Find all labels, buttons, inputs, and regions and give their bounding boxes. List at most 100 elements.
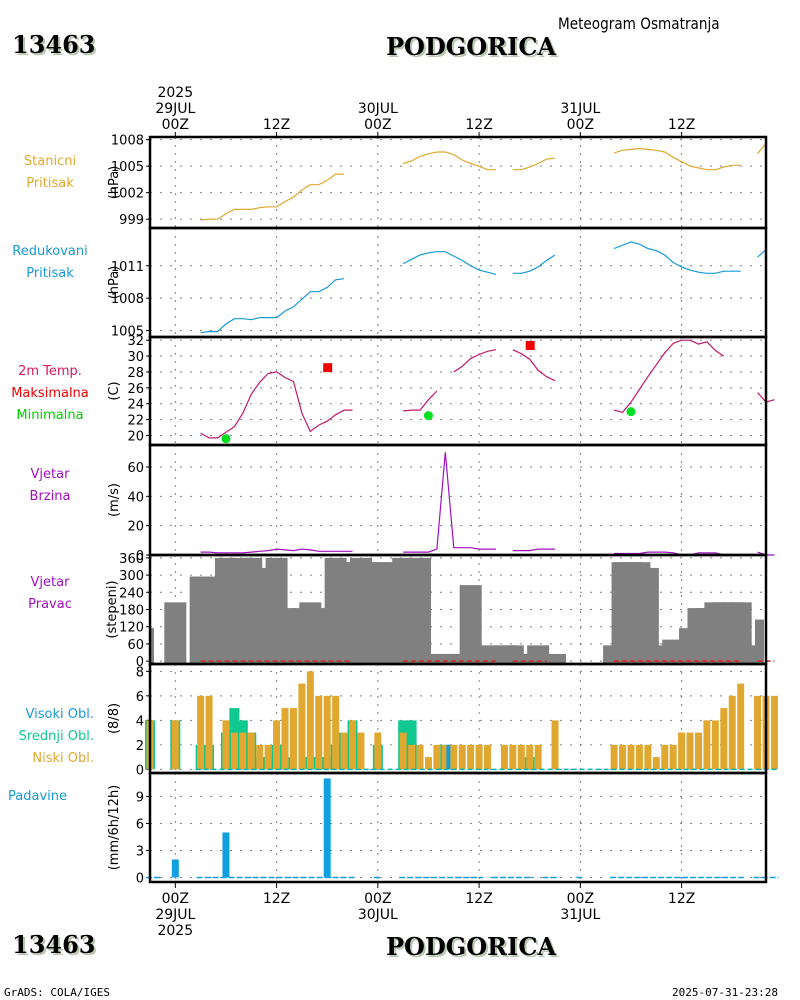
panel-frame	[148, 335, 768, 447]
time-label-bottom: 30JUL	[358, 907, 398, 923]
panel-frame	[148, 771, 768, 884]
panel-title-line: Vjetar	[31, 467, 71, 482]
low-cloud-bar	[686, 732, 694, 770]
time-label-top: 00Z	[567, 117, 594, 133]
time-label-top: 00Z	[364, 117, 391, 133]
y-axis-unit-label: (hPa)	[107, 266, 122, 300]
low-cloud-bar	[551, 720, 559, 770]
low-cloud-bar	[323, 695, 331, 770]
y-axis-unit-label: (hPa)	[107, 166, 122, 200]
y-tick-label: 1005	[111, 160, 144, 175]
wind-direction-bar	[544, 653, 567, 664]
y-axis-unit-label: (m/s)	[107, 483, 122, 517]
series-line-temperature	[453, 349, 497, 373]
low-cloud-bar	[635, 744, 643, 770]
station-name-top: PODGORICA	[386, 32, 557, 61]
panel-title-line: Minimalna	[16, 408, 83, 423]
y-tick-label: 20	[127, 520, 144, 535]
low-cloud-bar	[315, 695, 323, 770]
low-cloud-bar	[273, 720, 281, 770]
series-line-wind_speed	[403, 452, 496, 553]
station-id-top: 13463	[12, 30, 96, 59]
min-temp-marker	[626, 407, 636, 417]
y-tick-label: 2	[136, 739, 144, 754]
low-cloud-bar	[500, 744, 508, 770]
y-tick-label: 0	[136, 871, 144, 886]
low-cloud-bar	[239, 732, 247, 770]
y-tick-label: 60	[127, 461, 144, 476]
low-cloud-bar	[534, 744, 542, 770]
low-cloud-bar	[728, 695, 736, 770]
panel-title-line: Padavine	[8, 789, 67, 804]
y-axis-unit-label: (mm/6h/12h)	[107, 785, 122, 871]
wind-direction-bar	[755, 619, 764, 664]
station-id-bottom: 13463	[12, 930, 96, 959]
panel-title-line: 2m Temp.	[18, 364, 82, 379]
low-cloud-bar	[289, 708, 297, 770]
low-cloud-bar	[619, 744, 627, 770]
y-tick-label: 1005	[111, 325, 144, 340]
y-tick-label: 28	[127, 366, 144, 381]
low-cloud-bar	[652, 757, 660, 770]
wind-direction-bar	[214, 557, 237, 664]
max-temp-marker	[525, 340, 535, 350]
max-temp-marker	[323, 363, 333, 373]
panel-title-line: Redukovani	[12, 244, 87, 259]
low-cloud-bar	[357, 732, 365, 770]
panel-clouds: 0 2 4 6 8 (8/8) Visoki Obl. Srednji Obl. Niski O…	[19, 662, 780, 778]
series-line-temperature	[512, 349, 556, 382]
series-line-station_pressure	[403, 151, 496, 171]
low-cloud-bar	[264, 744, 272, 770]
y-tick-label: 9	[136, 790, 144, 805]
wind-direction-bar	[417, 653, 440, 664]
series-line-wind_speed	[512, 548, 555, 552]
wind-direction-bar	[763, 645, 764, 664]
low-cloud-bar	[306, 671, 314, 770]
low-cloud-bar	[694, 732, 702, 770]
low-cloud-bar	[416, 744, 424, 770]
series-line-station_pressure	[757, 142, 767, 155]
y-tick-label: 360	[119, 552, 144, 567]
low-cloud-bar	[424, 757, 432, 770]
y-tick-label: 26	[127, 382, 144, 397]
time-label-top: 12Z	[668, 117, 695, 133]
panel-title-line: Stanicni	[24, 154, 76, 169]
low-cloud-bar	[230, 732, 238, 770]
precip-bar	[171, 859, 179, 878]
low-cloud-bar	[711, 720, 719, 770]
low-cloud-bar	[627, 744, 635, 770]
low-cloud-bar	[205, 695, 213, 770]
series-line-wind_speed	[614, 551, 724, 556]
y-tick-label: 120	[119, 621, 144, 636]
y-axis-unit-label: (8/8)	[107, 703, 122, 734]
y-tick-label: 1008	[111, 292, 144, 307]
wind-direction-bar	[198, 576, 221, 664]
y-tick-label: 60	[127, 638, 144, 653]
low-cloud-bar	[669, 744, 677, 770]
y-tick-label: 40	[127, 490, 144, 505]
series-line-reduced_pressure	[402, 251, 497, 275]
low-cloud-bar	[720, 708, 728, 770]
low-cloud-bar	[484, 744, 492, 770]
meteogram-subtitle: Meteogram Osmatranja	[558, 14, 720, 33]
station-name-bottom: PODGORICA	[386, 932, 557, 961]
time-label-bottom: 29JUL	[155, 907, 195, 923]
low-cloud-bar	[754, 695, 762, 770]
wind-direction-bar	[409, 557, 432, 664]
time-label-bottom: 12Z	[668, 891, 695, 907]
low-cloud-bar	[247, 732, 255, 770]
low-cloud-bar	[526, 744, 534, 770]
low-cloud-bar	[450, 744, 458, 770]
y-tick-label: 1011	[111, 260, 144, 275]
low-cloud-bar	[678, 732, 686, 770]
y-tick-label: 1008	[111, 134, 144, 149]
y-tick-label: 999	[119, 213, 144, 228]
low-cloud-bar	[644, 744, 652, 770]
series-line-wind_speed	[200, 548, 353, 554]
time-label-top: 29JUL	[155, 101, 195, 117]
wind-direction-bar	[527, 645, 550, 664]
low-cloud-bar	[399, 732, 407, 770]
panel-title-line: Maksimalna	[11, 386, 89, 401]
low-cloud-bar	[171, 720, 179, 770]
